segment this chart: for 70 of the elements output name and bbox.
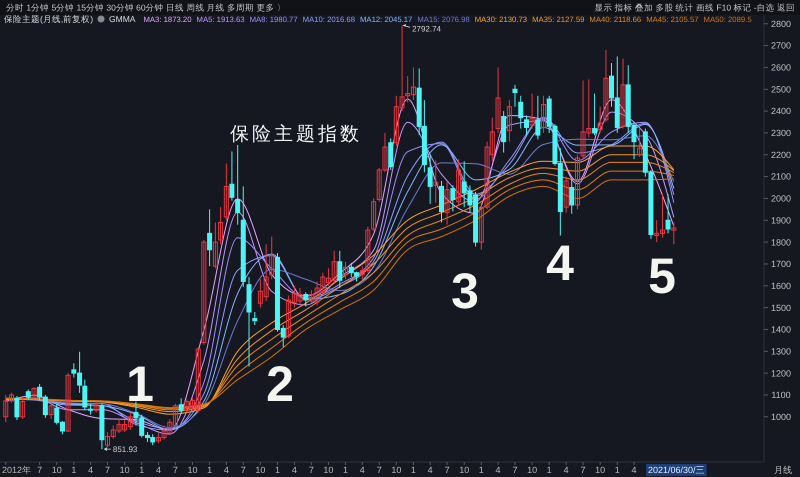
x-tick-label: 4 xyxy=(292,465,297,475)
annotation: GMMA xyxy=(109,14,136,24)
x-tick-label: 7 xyxy=(172,465,178,475)
x-tick-label: 7 xyxy=(104,465,110,475)
y-tick-label: 2700 xyxy=(770,40,792,51)
x-tick-label: 4 xyxy=(428,465,433,475)
y-tick-label: 1800 xyxy=(770,237,792,248)
x-tick-label: 7 xyxy=(240,465,246,475)
annotation: 保险主题指数 xyxy=(230,123,362,145)
y-tick-label: 1900 xyxy=(770,215,792,226)
x-tick-label: 7 xyxy=(580,465,586,475)
x-tick-label: 10 xyxy=(255,465,266,475)
x-tick-label: 10 xyxy=(595,465,606,475)
x-tick-label: 4 xyxy=(88,465,94,475)
annotation: 3 xyxy=(451,263,479,319)
x-tick-label: 1 xyxy=(546,465,552,475)
x-tick-label: 4 xyxy=(156,465,161,475)
annotation: 5 xyxy=(648,248,676,304)
x-tick-label: 2012年 xyxy=(2,465,32,475)
y-tick-label: 1400 xyxy=(770,324,792,335)
x-tick-label: 10 xyxy=(120,465,130,475)
annotation: 4 xyxy=(546,235,574,291)
y-tick-label: 2200 xyxy=(770,150,792,160)
x-tick-label: 4 xyxy=(224,465,229,475)
x-tick-label: 1 xyxy=(343,465,348,475)
x-tick-label: 10 xyxy=(527,465,538,475)
annotation: 2 xyxy=(266,356,294,412)
y-tick-label: 2000 xyxy=(770,194,792,204)
x-tick-label: 1 xyxy=(139,465,144,475)
annotation: 2792.74 xyxy=(412,24,442,34)
y-tick-label: 2800 xyxy=(770,18,792,29)
annotation: 851.93 xyxy=(112,445,138,454)
y-tick-label: 1500 xyxy=(770,302,792,313)
x-tick-label: 10 xyxy=(323,465,334,475)
x-tick-label: 1 xyxy=(71,465,76,475)
x-tick-label: 4 xyxy=(496,465,501,475)
x-tick-label: 10 xyxy=(459,465,470,475)
x-tick-label: 10 xyxy=(391,465,402,475)
text: 2021/06/30/三 xyxy=(648,465,705,475)
text: 显示 指标 叠加 多股 统计 画线 F10 标记 -自选 返回 xyxy=(594,2,795,12)
y-tick-label: 2600 xyxy=(770,62,792,73)
text: 月线 xyxy=(774,465,792,475)
x-tick-label: 1 xyxy=(614,465,620,475)
x-tick-label: 1 xyxy=(410,465,416,475)
y-tick-label: 1700 xyxy=(770,259,792,270)
x-tick-label: 7 xyxy=(376,465,382,475)
y-tick-label: 2500 xyxy=(770,84,792,94)
chart-title: 保险主题(月线,前复权) xyxy=(4,14,94,24)
y-tick-label: 1600 xyxy=(770,280,792,291)
x-tick-label: 4 xyxy=(564,465,569,475)
x-tick-label: 10 xyxy=(187,465,198,475)
y-tick-label: 1100 xyxy=(771,390,791,400)
annotation: 1 xyxy=(126,356,154,412)
y-tick-label: 2300 xyxy=(770,128,792,138)
y-tick-label: 2100 xyxy=(770,172,792,182)
x-tick-label: 7 xyxy=(308,465,314,475)
x-tick-label: 10 xyxy=(52,465,62,475)
x-tick-label: 7 xyxy=(444,465,450,475)
y-tick-label: 1300 xyxy=(770,346,792,356)
x-tick-label: 1 xyxy=(207,465,212,475)
text: 分时 1分钟 5分钟 15分钟 30分钟 60分钟 日线 周线 月线 多周期 更多 〉 xyxy=(6,2,286,12)
x-tick-label: 7 xyxy=(512,465,518,475)
x-tick-label: 4 xyxy=(360,465,365,475)
x-tick-label: 1 xyxy=(478,465,484,475)
x-tick-label: 4 xyxy=(631,465,637,475)
x-tick-label: 7 xyxy=(37,465,42,475)
y-tick-label: 1200 xyxy=(770,368,792,378)
x-tick-label: 1 xyxy=(274,465,280,475)
y-tick-label: 1000 xyxy=(770,412,792,422)
y-tick-label: 2400 xyxy=(770,106,792,116)
